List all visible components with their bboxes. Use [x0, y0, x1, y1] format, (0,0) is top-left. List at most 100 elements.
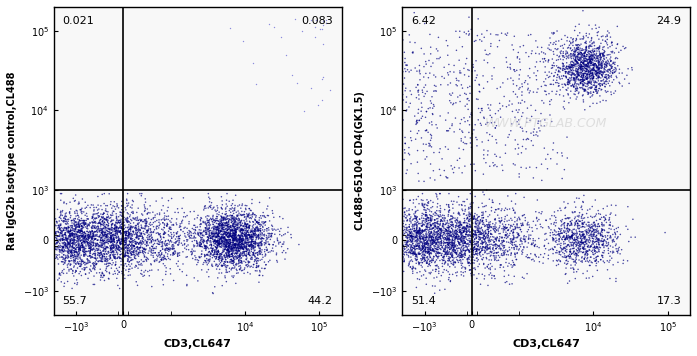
Point	[224, 254, 236, 260]
Point	[220, 262, 231, 268]
Point	[75, 233, 86, 239]
Point	[122, 248, 133, 253]
Point	[428, 228, 439, 234]
Point	[579, 242, 590, 248]
Point	[403, 244, 414, 249]
Point	[417, 257, 428, 262]
Point	[170, 239, 181, 245]
Point	[221, 240, 232, 246]
Point	[96, 229, 107, 235]
Point	[516, 89, 528, 95]
Point	[241, 233, 252, 239]
Point	[181, 213, 192, 219]
Point	[585, 76, 596, 82]
Point	[448, 170, 459, 176]
Point	[43, 248, 54, 254]
Point	[572, 63, 583, 69]
Point	[59, 239, 70, 245]
Point	[146, 252, 157, 258]
Point	[405, 238, 416, 244]
Point	[556, 208, 567, 213]
Point	[459, 255, 470, 260]
Point	[484, 220, 495, 225]
Point	[522, 87, 533, 93]
Point	[252, 241, 263, 246]
Point	[431, 234, 442, 239]
Point	[213, 255, 224, 260]
Point	[433, 227, 444, 233]
Point	[579, 62, 590, 68]
Point	[507, 230, 519, 236]
Point	[467, 232, 478, 238]
Point	[210, 241, 221, 246]
Point	[133, 241, 144, 247]
Point	[406, 266, 418, 271]
Point	[141, 239, 152, 244]
Point	[406, 247, 418, 252]
Point	[81, 239, 92, 245]
Point	[413, 243, 424, 248]
Point	[603, 69, 614, 75]
Point	[410, 230, 421, 236]
Point	[214, 251, 225, 256]
Point	[209, 250, 220, 256]
Point	[128, 242, 139, 248]
Point	[528, 236, 539, 242]
Point	[589, 61, 600, 67]
Point	[582, 258, 593, 264]
Point	[530, 222, 542, 228]
Point	[580, 69, 591, 75]
Point	[52, 239, 63, 245]
Point	[546, 213, 558, 219]
Point	[464, 242, 475, 247]
Point	[422, 225, 433, 230]
Point	[54, 255, 66, 260]
Point	[612, 250, 623, 256]
Point	[224, 237, 235, 242]
Point	[496, 241, 507, 246]
Point	[56, 218, 68, 223]
Point	[60, 236, 71, 242]
Point	[79, 239, 90, 244]
Point	[411, 220, 422, 226]
Point	[512, 225, 523, 230]
Point	[575, 240, 586, 245]
Point	[99, 258, 110, 264]
Point	[568, 248, 579, 254]
Point	[592, 33, 603, 38]
Point	[89, 233, 100, 239]
Point	[464, 31, 475, 37]
Point	[72, 227, 84, 232]
Point	[95, 247, 106, 253]
Point	[259, 259, 270, 265]
Point	[259, 266, 270, 271]
Point	[575, 80, 586, 85]
Point	[115, 210, 126, 215]
Point	[139, 254, 150, 260]
Point	[122, 191, 133, 197]
Point	[126, 236, 137, 242]
Point	[595, 41, 606, 46]
Point	[112, 239, 123, 245]
Point	[589, 48, 600, 54]
Point	[233, 233, 245, 239]
Point	[463, 206, 474, 212]
Point	[132, 221, 144, 227]
Point	[73, 222, 84, 227]
Point	[588, 76, 599, 82]
Point	[112, 247, 123, 252]
Point	[72, 280, 83, 286]
Point	[575, 81, 586, 87]
Point	[75, 248, 86, 253]
Point	[586, 71, 597, 77]
Point	[599, 84, 611, 90]
Point	[63, 267, 75, 272]
Point	[450, 234, 461, 240]
Point	[565, 249, 576, 255]
Point	[486, 115, 497, 120]
Point	[73, 222, 84, 228]
Point	[583, 65, 595, 71]
Point	[399, 49, 410, 55]
Point	[585, 76, 596, 82]
Point	[206, 231, 217, 237]
